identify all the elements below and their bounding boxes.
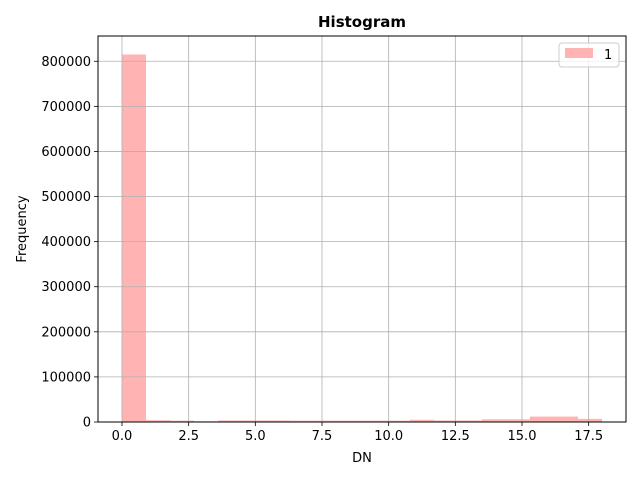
x-tick-label: 15.0 <box>508 429 537 444</box>
histogram-bar <box>434 420 458 422</box>
y-axis-label: Frequency <box>15 195 30 262</box>
histogram-bar <box>170 420 194 422</box>
x-axis-label: DN <box>352 451 372 466</box>
histogram-bar <box>290 420 314 422</box>
x-tick-label: 7.5 <box>312 429 333 444</box>
legend-label: 1 <box>604 48 612 63</box>
histogram-bar <box>218 420 242 422</box>
histogram-bar <box>146 420 170 422</box>
y-tick-label: 400000 <box>41 235 91 250</box>
histogram-bar <box>242 420 266 422</box>
histogram-bar <box>386 420 410 422</box>
x-tick-label: 10.0 <box>374 429 403 444</box>
y-tick-label: 700000 <box>41 100 91 115</box>
x-tick-label: 0.0 <box>112 429 133 444</box>
histogram-bar <box>554 416 578 422</box>
legend: 1 <box>558 42 620 68</box>
histogram-bar <box>122 54 146 423</box>
y-tick-label: 600000 <box>41 145 91 160</box>
histogram-bar <box>506 419 530 422</box>
histogram-bar <box>410 419 434 422</box>
y-tick-label: 200000 <box>41 325 91 340</box>
histogram-bar <box>530 416 554 422</box>
chart-title: Histogram <box>318 13 406 31</box>
y-tick-label: 300000 <box>41 280 91 295</box>
histogram-bars <box>122 54 602 423</box>
histogram-bar <box>482 419 506 422</box>
legend-swatch <box>565 48 593 58</box>
x-tick-label: 2.5 <box>178 429 199 444</box>
y-tick-label: 100000 <box>41 370 91 385</box>
y-tick-label: 500000 <box>41 190 91 205</box>
x-tick-label: 17.5 <box>574 429 603 444</box>
histogram-bar <box>338 420 362 422</box>
histogram-bar <box>314 420 338 422</box>
axis-ticks: 0.0 2.5 5.0 7.5 10.0 12.5 15.0 17.5 0 100000 20000… <box>41 55 603 444</box>
x-tick-label: 12.5 <box>441 429 470 444</box>
histogram-bar <box>362 420 386 422</box>
histogram-bar <box>458 420 482 422</box>
histogram-bar <box>578 418 602 422</box>
y-tick-label: 0 <box>83 416 91 431</box>
x-tick-label: 5.0 <box>245 429 266 444</box>
y-tick-label: 800000 <box>41 55 91 70</box>
plot-area-frame <box>97 35 627 423</box>
histogram-bar <box>266 420 290 422</box>
